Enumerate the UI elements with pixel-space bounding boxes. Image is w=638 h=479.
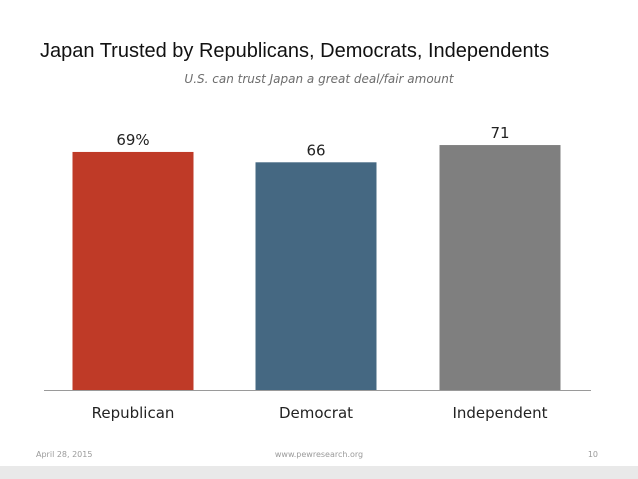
category-label-democrat: Democrat	[279, 404, 353, 422]
bar-chart: 69% Republican 66 Democrat 71 Independent	[44, 124, 591, 422]
category-label-republican: Republican	[92, 404, 175, 422]
bar-democrat	[255, 162, 377, 390]
bar-republican	[72, 151, 194, 390]
bar-independent	[439, 145, 561, 390]
slide: Japan Trusted by Republicans, Democrats,…	[0, 0, 638, 466]
data-label-democrat: 66	[306, 141, 325, 159]
category-label-independent: Independent	[452, 404, 547, 422]
page-number: 10	[587, 450, 598, 459]
footer-date: April 28, 2015	[36, 450, 93, 459]
footer-url: www.pewresearch.org	[274, 450, 364, 459]
chart-subtitle: U.S. can trust Japan a great deal/fair a…	[184, 72, 454, 86]
data-label-independent: 71	[490, 124, 509, 142]
data-label-republican: 69%	[116, 131, 149, 149]
chart-title: Japan Trusted by Republicans, Democrats,…	[40, 40, 550, 62]
